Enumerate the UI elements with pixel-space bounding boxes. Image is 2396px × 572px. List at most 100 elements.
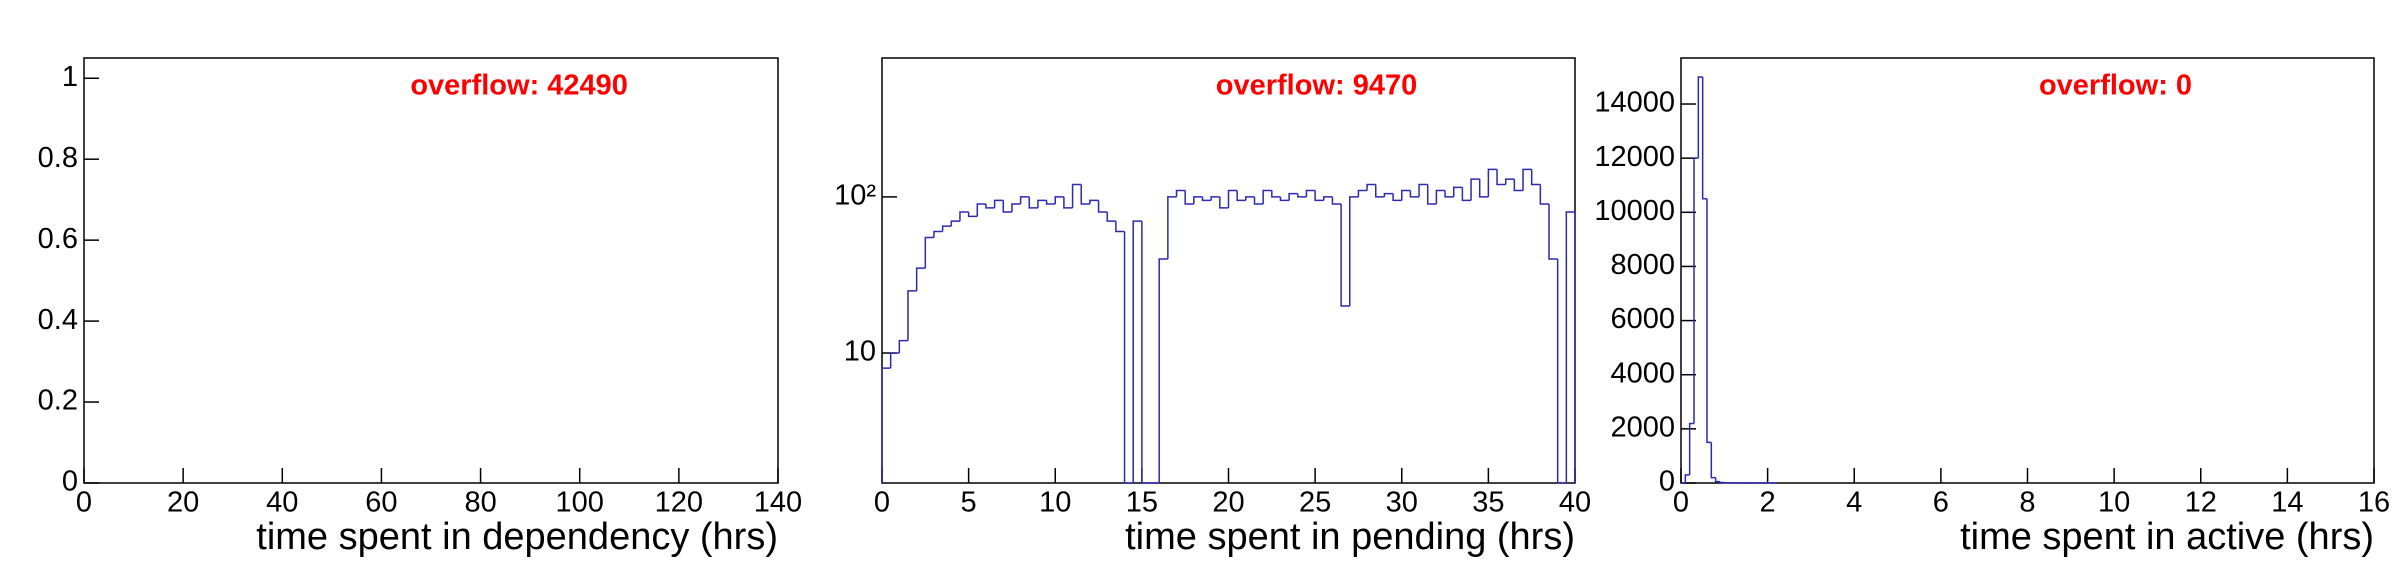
histogram-bin xyxy=(1132,220,1142,483)
histogram-bin xyxy=(1340,204,1350,307)
histogram-bin xyxy=(1409,190,1420,198)
y-tick-label: 1 xyxy=(62,61,78,93)
histogram-bin xyxy=(1080,184,1090,205)
histogram-bin xyxy=(1314,190,1324,202)
x-tick-label: 5 xyxy=(961,487,977,519)
x-tick-label: 40 xyxy=(266,487,298,519)
histogram-bin xyxy=(1470,178,1480,201)
histogram-bin xyxy=(1210,196,1220,201)
histogram-bin xyxy=(1701,76,1707,200)
histogram-bin xyxy=(1279,196,1290,202)
x-tick-label: 14 xyxy=(2271,487,2303,519)
y-tick-label: 10000 xyxy=(1594,195,1675,227)
histogram-bin xyxy=(1071,183,1082,208)
histogram-bin xyxy=(1357,189,1368,197)
y-tick-label: 4000 xyxy=(1610,357,1675,389)
histogram-bin xyxy=(1019,196,1030,205)
histogram-bin xyxy=(1513,179,1524,192)
histogram-bin xyxy=(881,367,891,483)
y-tick-label: 0 xyxy=(1659,466,1675,498)
y-tick-label: 8000 xyxy=(1610,249,1675,281)
histogram-bin xyxy=(1201,196,1212,202)
x-tick-label: 20 xyxy=(1212,487,1244,519)
histogram-bin xyxy=(1688,422,1694,475)
y-tick-label: 0.8 xyxy=(38,142,78,174)
x-tick-label: 12 xyxy=(2185,487,2217,519)
histogram-bin xyxy=(1392,193,1402,202)
x-axis-label: time spent in pending (hrs) xyxy=(1125,516,1575,558)
histogram-bin xyxy=(1045,200,1056,205)
histogram-bin xyxy=(1305,189,1316,197)
x-tick-label: 16 xyxy=(2358,487,2390,519)
histogram-bin xyxy=(1167,196,1177,260)
y-tick-label: 14000 xyxy=(1594,87,1675,119)
x-tick-label: 8 xyxy=(2019,487,2035,519)
histogram-bin xyxy=(1097,200,1108,213)
x-tick-label: 0 xyxy=(76,487,92,519)
histogram-bin xyxy=(1011,203,1021,213)
x-axis-label: time spent in active (hrs) xyxy=(1960,516,2374,558)
histogram-bin xyxy=(1037,199,1047,208)
x-tick-label: 10 xyxy=(1039,487,1071,519)
x-tick-label: 15 xyxy=(1126,487,1158,519)
histogram-bin xyxy=(1706,198,1712,444)
histogram-bin xyxy=(1401,189,1411,201)
histogram-bin xyxy=(1548,204,1558,260)
x-tick-label: 35 xyxy=(1472,487,1504,519)
histogram-bin xyxy=(941,225,952,232)
histogram-bin xyxy=(1697,76,1703,159)
plot-frame xyxy=(881,57,1576,484)
x-tick-label: 100 xyxy=(556,487,604,519)
y-tick-label: 0.2 xyxy=(38,385,78,417)
x-tick-label: 30 xyxy=(1386,487,1418,519)
histogram-bin xyxy=(1141,221,1151,484)
x-tick-label: 40 xyxy=(1559,487,1591,519)
histogram-bin xyxy=(1383,192,1394,197)
histogram-bin xyxy=(1236,190,1246,202)
histogram-bin xyxy=(1714,477,1720,483)
y-tick-label: 0.4 xyxy=(38,304,78,336)
histogram-bin xyxy=(1028,196,1038,209)
y-tick-label: 0.6 xyxy=(38,223,78,255)
histogram-bin xyxy=(1175,189,1186,197)
histogram-bin xyxy=(1123,231,1134,484)
histogram-bin xyxy=(1271,190,1281,198)
histogram-bin xyxy=(1288,192,1298,201)
histogram-bin xyxy=(1366,183,1376,191)
x-axis-label: time spent in dependency (hrs) xyxy=(256,516,778,558)
x-tick-label: 6 xyxy=(1933,487,1949,519)
histogram-bin xyxy=(1158,258,1168,483)
plot-frame xyxy=(83,57,779,484)
x-tick-label: 4 xyxy=(1846,487,1862,519)
histogram-bin xyxy=(1184,190,1194,205)
histogram-bin xyxy=(1323,196,1333,201)
histogram-bin xyxy=(1002,200,1012,213)
y-tick-label: 12000 xyxy=(1594,141,1675,173)
histogram-bin xyxy=(1452,186,1463,197)
histogram-bin xyxy=(1054,196,1064,205)
histogram-bin xyxy=(1193,196,1203,205)
x-tick-label: 2 xyxy=(1760,487,1776,519)
y-tick-label: 0 xyxy=(62,466,78,498)
histogram-bin xyxy=(933,230,943,238)
y-tick-label: 2000 xyxy=(1610,412,1675,444)
histogram-bin xyxy=(889,352,900,369)
histogram-bin xyxy=(1693,157,1699,424)
histogram-bin xyxy=(1253,196,1264,205)
histogram-bin xyxy=(1444,190,1454,198)
histogram-bin xyxy=(1106,212,1116,222)
histogram-bin xyxy=(1375,184,1385,198)
annotation: overflow: 42490 xyxy=(410,70,628,102)
histogram-bin xyxy=(1522,168,1532,191)
x-tick-label: 25 xyxy=(1299,487,1331,519)
histogram-bin xyxy=(1297,193,1307,198)
histogram-bin xyxy=(1426,184,1437,205)
x-tick-label: 140 xyxy=(754,487,802,519)
histogram-bin xyxy=(1349,196,1359,307)
histogram-bin xyxy=(915,267,926,291)
y-tick-label: 10² xyxy=(834,180,876,212)
annotation: overflow: 9470 xyxy=(1216,70,1417,102)
histogram-bin xyxy=(1684,474,1690,483)
histogram-bin xyxy=(1478,179,1489,198)
